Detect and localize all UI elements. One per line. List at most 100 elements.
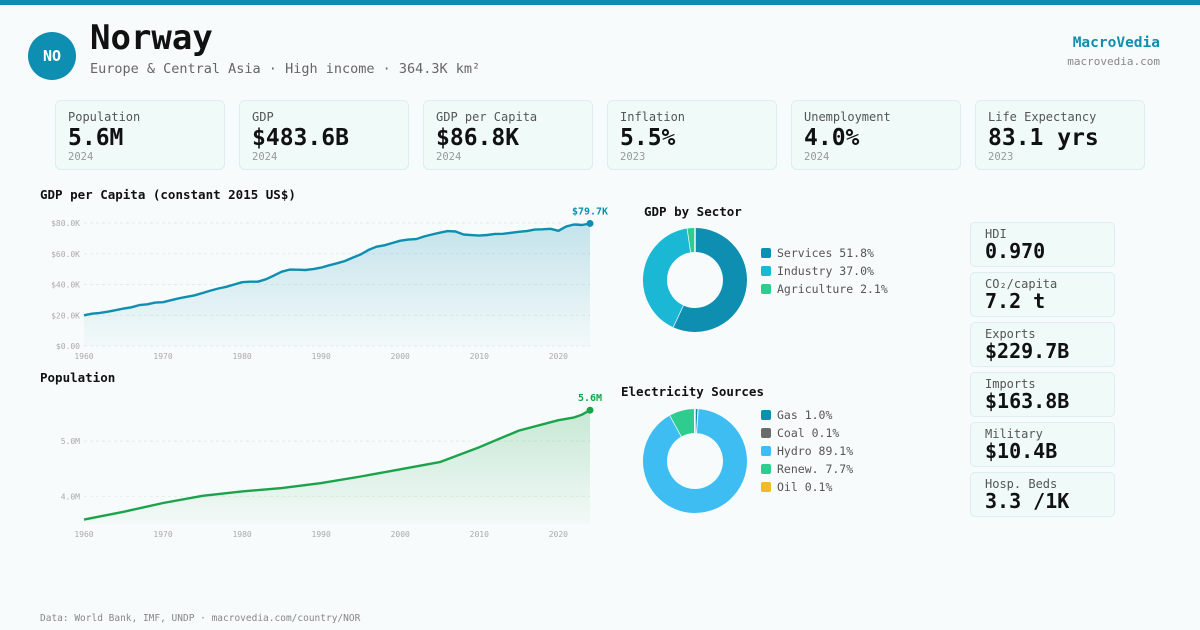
- gdp-chart-end-point: [586, 219, 594, 227]
- population-chart-x-tick-label: 2020: [549, 530, 568, 539]
- kpi-card-life-expectancy: Life Expectancy 83.1 yrs 2023: [975, 100, 1145, 170]
- brand-logo[interactable]: MacroVedia: [1072, 35, 1160, 51]
- legend-label: Coal 0.1%: [777, 426, 840, 440]
- legend-item-industry: Industry 37.0%: [761, 262, 888, 280]
- legend-label: Renew. 7.7%: [777, 462, 854, 476]
- kpi-label: Life Expectancy: [988, 110, 1097, 124]
- stat-value: 0.970: [985, 239, 1046, 263]
- legend-swatch: [761, 266, 771, 276]
- stat-value: 3.3 /1K: [985, 489, 1070, 513]
- legend-item-gas: Gas 1.0%: [761, 406, 853, 424]
- legend-swatch: [761, 284, 771, 294]
- population-chart-title: Population: [40, 370, 116, 385]
- gdp-chart-y-tick-label: $0.00: [56, 342, 80, 351]
- population-chart-series-line: [83, 409, 591, 521]
- kpi-year: 2024: [804, 151, 830, 163]
- legend-swatch: [761, 428, 771, 438]
- gdp-by-sector-title: GDP by Sector: [644, 204, 742, 219]
- kpi-value: 83.1 yrs: [988, 125, 1099, 151]
- stat-label: Exports: [985, 327, 1036, 341]
- gdp-chart-y-tick-label: $60.0K: [51, 250, 80, 259]
- population-chart-end-label: 5.6M: [578, 393, 602, 404]
- electricity-legend: Gas 1.0% Coal 0.1% Hydro 89.1% Renew. 7.…: [761, 406, 853, 496]
- kpi-card-gdp-per-capita: GDP per Capita $86.8K 2024: [423, 100, 593, 170]
- stat-card-co2: CO₂/capita 7.2 t: [970, 272, 1115, 317]
- gdp-chart-x-tick-label: 1970: [153, 352, 172, 361]
- legend-item-agriculture: Agriculture 2.1%: [761, 280, 888, 298]
- kpi-card-gdp: GDP $483.6B 2024: [239, 100, 409, 170]
- population-chart-x-tick-label: 2000: [391, 530, 410, 539]
- legend-label: Oil 0.1%: [777, 480, 833, 494]
- legend-item-renewables: Renew. 7.7%: [761, 460, 853, 478]
- population-chart-end-point: [586, 406, 594, 414]
- stat-card-imports: Imports $163.8B: [970, 372, 1115, 417]
- country-flag-badge: NO: [28, 32, 76, 80]
- kpi-label: Unemployment: [804, 110, 891, 124]
- gdp-chart-x-tick-label: 1990: [312, 352, 331, 361]
- population-chart-x-tick-label: 1980: [232, 530, 251, 539]
- population-chart-x-tick-label: 2010: [470, 530, 489, 539]
- brand-url[interactable]: macrovedia.com: [1067, 55, 1160, 68]
- kpi-value: $86.8K: [436, 125, 520, 151]
- stat-value: $229.7B: [985, 339, 1070, 363]
- legend-item-hydro: Hydro 89.1%: [761, 442, 853, 460]
- kpi-label: Inflation: [620, 110, 686, 124]
- stat-card-military: Military $10.4B: [970, 422, 1115, 467]
- kpi-value: 5.6M: [68, 125, 124, 151]
- legend-label: Hydro 89.1%: [777, 444, 854, 458]
- gdp-chart-y-tick-label: $40.0K: [51, 281, 80, 290]
- gdp-chart-y-tick-label: $20.0K: [51, 311, 80, 320]
- kpi-value: $483.6B: [252, 125, 349, 151]
- population-chart-y-tick-label: 5.0M: [61, 437, 80, 446]
- legend-label: Services 51.8%: [777, 246, 874, 260]
- gdp-chart-end-label: $79.7K: [572, 206, 608, 217]
- legend-label: Gas 1.0%: [777, 408, 833, 422]
- gdp-chart-area-fill: [84, 223, 590, 346]
- country-subtitle: Europe & Central Asia · High income · 36…: [90, 61, 481, 77]
- electricity-sources-title: Electricity Sources: [621, 384, 764, 399]
- kpi-card-inflation: Inflation 5.5% 2023: [607, 100, 777, 170]
- legend-item-oil: Oil 0.1%: [761, 478, 853, 496]
- kpi-label: GDP: [252, 110, 274, 124]
- stat-label: Imports: [985, 377, 1036, 391]
- stat-value: $163.8B: [985, 389, 1070, 413]
- footer-source: Data: World Bank, IMF, UNDP · macrovedia…: [40, 613, 361, 624]
- stat-label: Military: [985, 427, 1043, 441]
- population-chart-x-tick-label: 1960: [74, 530, 93, 539]
- stat-label: Hosp. Beds: [985, 477, 1058, 491]
- population-chart-y-tick-label: 4.0M: [61, 492, 80, 501]
- stat-card-hospital-beds: Hosp. Beds 3.3 /1K: [970, 472, 1115, 517]
- population-chart-area-fill: [84, 410, 590, 524]
- kpi-card-population: Population 5.6M 2024: [55, 100, 225, 170]
- stat-card-exports: Exports $229.7B: [970, 322, 1115, 367]
- stat-label: CO₂/capita: [985, 277, 1058, 291]
- stat-value: 7.2 t: [985, 289, 1046, 313]
- gdp-per-capita-chart-title: GDP per Capita (constant 2015 US$): [40, 187, 296, 202]
- top-accent-bar: [0, 0, 1200, 5]
- kpi-card-unemployment: Unemployment 4.0% 2024: [791, 100, 961, 170]
- legend-swatch: [761, 248, 771, 258]
- gdp-chart-x-tick-label: 2010: [470, 352, 489, 361]
- legend-swatch: [761, 464, 771, 474]
- kpi-value: 4.0%: [804, 125, 860, 151]
- gdp-chart-series-line: [83, 222, 591, 317]
- kpi-year: 2024: [436, 151, 462, 163]
- stat-value: $10.4B: [985, 439, 1058, 463]
- stat-label: HDI: [985, 227, 1007, 241]
- kpi-year: 2024: [252, 151, 278, 163]
- gdp-chart-x-tick-label: 2000: [391, 352, 410, 361]
- legend-swatch: [761, 446, 771, 456]
- gdp-chart-x-tick-label: 1960: [74, 352, 93, 361]
- legend-label: Industry 37.0%: [777, 264, 874, 278]
- page-title: Norway: [90, 18, 213, 58]
- gdp-chart-x-tick-label: 1980: [232, 352, 251, 361]
- legend-swatch: [761, 482, 771, 492]
- electricity-donut-slice-separator: [696, 409, 700, 434]
- sector-legend: Services 51.8% Industry 37.0% Agricultur…: [761, 244, 888, 298]
- legend-item-coal: Coal 0.1%: [761, 424, 853, 442]
- population-chart-x-tick-label: 1970: [153, 530, 172, 539]
- electricity-donut-slice-renew: [670, 409, 696, 437]
- sector-donut-slice-services: [672, 228, 747, 332]
- sector-donut-slice-industry: [643, 228, 692, 328]
